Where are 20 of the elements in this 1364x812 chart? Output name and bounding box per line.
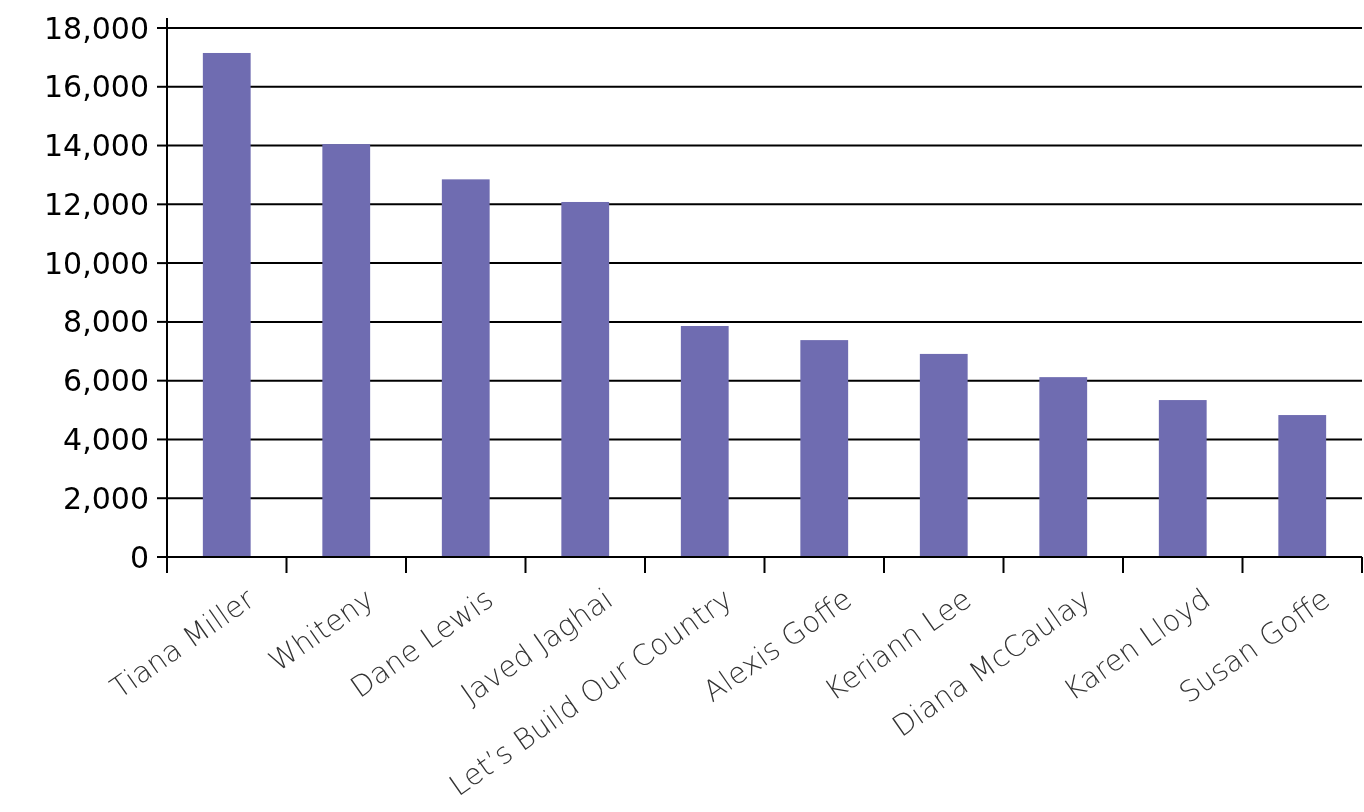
y-tick-label: 6,000 [63, 363, 149, 399]
bar [1278, 415, 1327, 557]
y-tick-label: 18,000 [44, 10, 149, 46]
y-tick-label: 16,000 [44, 69, 149, 105]
bar [1158, 400, 1207, 557]
y-tick-label: 4,000 [63, 421, 149, 457]
y-tick-label: 10,000 [44, 245, 149, 281]
y-tick-label: 8,000 [63, 304, 149, 340]
y-tick-label: 2,000 [63, 480, 149, 516]
y-tick-label: 14,000 [44, 128, 149, 164]
bar [322, 144, 371, 557]
bar [202, 52, 251, 557]
y-tick-label: 12,000 [44, 186, 149, 222]
bar [680, 326, 729, 557]
bar [800, 340, 849, 557]
y-tick-label: 0 [129, 539, 149, 575]
bar [441, 179, 490, 557]
bar [919, 353, 968, 557]
bar [1039, 377, 1088, 557]
bar [561, 201, 610, 557]
